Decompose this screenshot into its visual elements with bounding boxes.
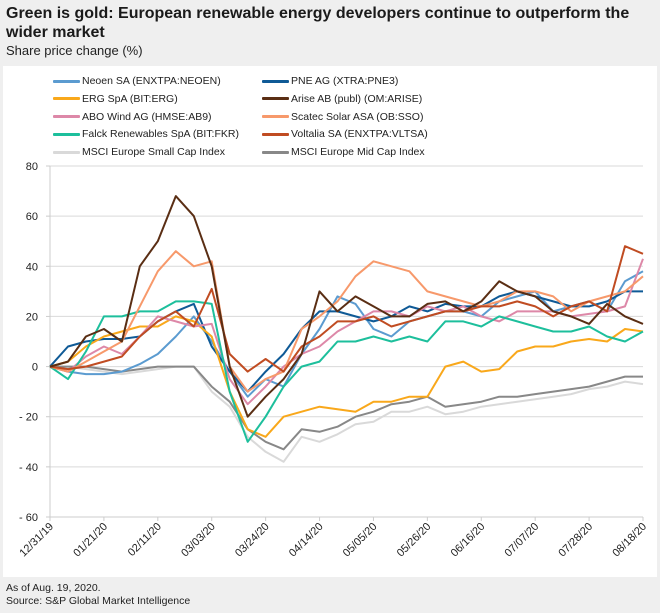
legend-swatch: [53, 150, 80, 154]
x-axis: 12/31/19 01/21/20 02/11/20 03/03/20 03/24/20…: [17, 516, 649, 560]
y-tick-label: 20: [26, 311, 38, 323]
y-tick-label: 40: [26, 261, 38, 273]
series-line-arise-ab-publ-om-arise: [49, 195, 644, 418]
x-tick-label: 03/03/20: [179, 521, 218, 560]
as-of-note: As of Aug. 19, 2020.: [6, 582, 101, 594]
x-tick-label: 02/11/20: [126, 521, 164, 559]
x-tick-label: 07/07/20: [503, 521, 542, 560]
legend-label: Falck Renewables SpA (BIT:FKR): [82, 128, 239, 141]
legend-swatch: [53, 79, 80, 83]
y-tick-label: - 20: [19, 412, 38, 424]
legend-swatch: [262, 97, 289, 101]
legend-item: ERG SpA (BIT:ERG): [53, 93, 178, 105]
series-line-neoen-sa-enxtpa-neoen: [49, 270, 644, 398]
y-tick-label: - 40: [19, 462, 38, 474]
source-note: Source: S&P Global Market Intelligence: [6, 595, 191, 607]
legend-item: MSCI Europe Mid Cap Index: [262, 146, 425, 158]
legend-swatch: [262, 115, 289, 119]
gridlines: [50, 165, 643, 518]
y-tick-label: - 60: [19, 512, 38, 524]
legend-label: ERG SpA (BIT:ERG): [82, 92, 178, 105]
legend-swatch: [262, 132, 289, 136]
series-line-erg-spa-bit-erg: [49, 315, 644, 438]
legend-item: Voltalia SA (ENXTPA:VLTSA): [262, 128, 428, 140]
chart-subtitle: Share price change (%): [6, 43, 143, 58]
legend-label: Voltalia SA (ENXTPA:VLTSA): [291, 128, 428, 141]
chart-panel: [3, 66, 657, 577]
x-tick-label: 04/14/20: [287, 521, 326, 560]
series-line-falck-renewables-spa-bit-fkr: [49, 300, 644, 443]
series-line-msci-europe-small-cap-index: [50, 365, 644, 463]
x-tick-label: 06/16/20: [449, 521, 488, 560]
y-tick-label: 80: [26, 161, 38, 173]
chart-title: Green is gold: European renewable energy…: [6, 5, 630, 41]
series-lines: [49, 195, 644, 463]
legend-label: Arise AB (publ) (OM:ARISE): [291, 92, 423, 105]
legend-item: Falck Renewables SpA (BIT:FKR): [53, 128, 239, 140]
y-axis: 80 60 40 20 0 - 20 - 40 - 60: [19, 161, 51, 524]
legend-swatch: [262, 79, 289, 83]
y-tick-label: 0: [32, 362, 38, 374]
legend-swatch: [262, 150, 289, 154]
legend-item: MSCI Europe Small Cap Index: [53, 146, 225, 158]
legend-label: MSCI Europe Small Cap Index: [82, 146, 225, 159]
legend-item: Scatec Solar ASA (OB:SSO): [262, 111, 423, 123]
series-line-scatec-solar-asa-ob-sso: [49, 250, 644, 393]
legend-label: MSCI Europe Mid Cap Index: [291, 146, 425, 159]
legend-swatch: [53, 132, 80, 136]
legend-swatch: [53, 97, 80, 101]
x-tick-label: 08/18/20: [610, 521, 649, 560]
x-tick-label: 01/21/20: [71, 521, 110, 560]
x-tick-label: 03/24/20: [233, 521, 272, 560]
legend-label: PNE AG (XTRA:PNE3): [291, 75, 399, 87]
x-tick-label: 07/28/20: [556, 521, 595, 560]
x-tick-label: 12/31/19: [17, 521, 56, 560]
series-line-msci-europe-mid-cap-index: [50, 365, 643, 451]
footer: As of Aug. 19, 2020. Source: S&P Global …: [6, 582, 190, 608]
x-tick-label: 05/05/20: [341, 521, 380, 560]
legend-item: Neoen SA (ENXTPA:NEOEN): [53, 75, 221, 87]
legend-label: Scatec Solar ASA (OB:SSO): [291, 110, 424, 123]
y-tick-label: 60: [26, 211, 38, 223]
series-line-voltalia-sa-enxtpa-vltsa: [49, 245, 644, 373]
legend-item: PNE AG (XTRA:PNE3): [262, 75, 398, 87]
legend-label: ABO Wind AG (HMSE:AB9): [82, 110, 212, 123]
legend-swatch: [53, 115, 80, 119]
legend-item: ABO Wind AG (HMSE:AB9): [53, 111, 212, 123]
legend-item: Arise AB (publ) (OM:ARISE): [262, 93, 422, 105]
legend-label: Neoen SA (ENXTPA:NEOEN): [82, 75, 221, 87]
x-tick-label: 05/26/20: [395, 521, 434, 560]
